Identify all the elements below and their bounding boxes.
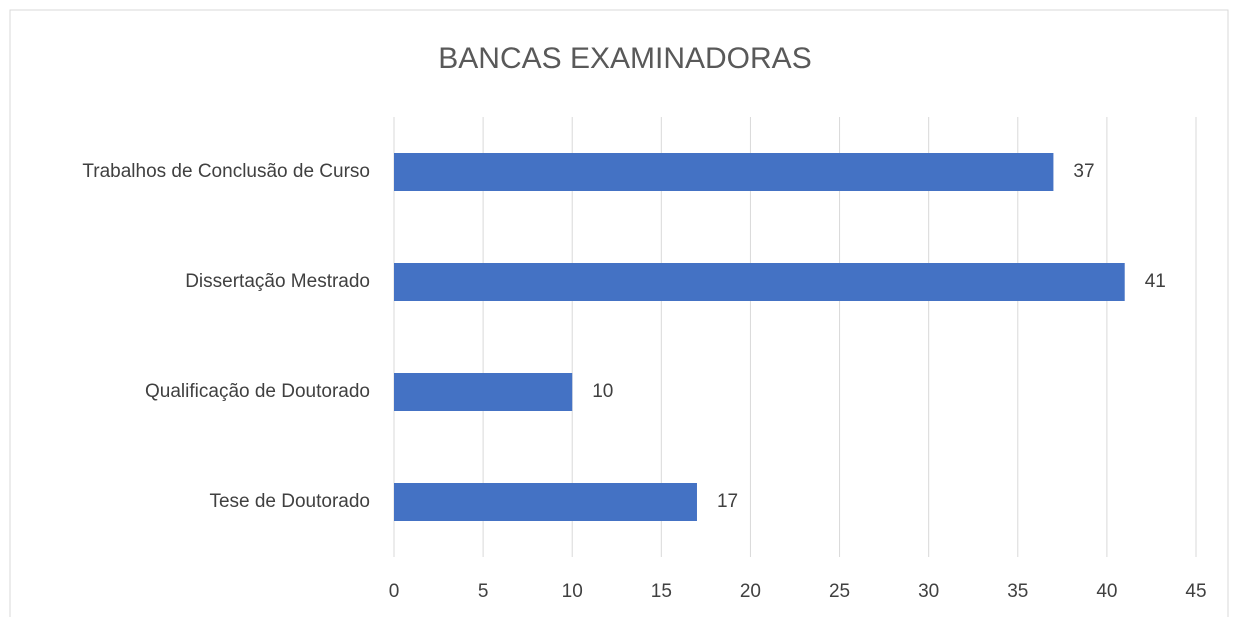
y-tick-label: Trabalhos de Conclusão de Curso xyxy=(82,161,370,182)
data-label: 10 xyxy=(592,381,613,402)
x-tick-label: 35 xyxy=(1007,581,1028,602)
x-tick-label: 15 xyxy=(651,581,672,602)
y-tick-label: Tese de Doutorado xyxy=(209,491,370,512)
bar xyxy=(394,263,1125,301)
x-tick-label: 45 xyxy=(1185,581,1206,602)
bar xyxy=(394,153,1054,191)
data-label: 17 xyxy=(717,491,738,512)
bar xyxy=(394,483,697,521)
chart-frame xyxy=(9,9,1229,617)
chart-title: BANCAS EXAMINADORAS xyxy=(438,42,811,75)
x-tick-label: 25 xyxy=(829,581,850,602)
y-tick-label: Qualificação de Doutorado xyxy=(145,381,370,402)
x-tick-label: 5 xyxy=(478,581,489,602)
x-tick-label: 20 xyxy=(740,581,761,602)
data-label: 37 xyxy=(1073,161,1094,182)
x-tick-label: 30 xyxy=(918,581,939,602)
y-tick-label: Dissertação Mestrado xyxy=(185,271,370,292)
data-label: 41 xyxy=(1145,271,1166,292)
bar xyxy=(394,373,573,411)
x-tick-label: 10 xyxy=(562,581,583,602)
x-tick-label: 0 xyxy=(389,581,400,602)
x-tick-label: 40 xyxy=(1096,581,1117,602)
